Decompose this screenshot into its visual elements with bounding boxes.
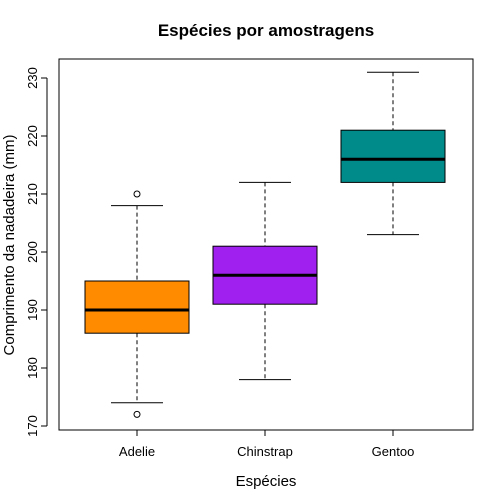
y-tick-label: 200 [25,241,40,263]
y-tick-label: 230 [25,67,40,89]
box-adelie [84,190,190,418]
iqr-box [84,280,190,334]
x-axis: Adelie Chinstrap Gentoo [119,429,415,459]
y-tick-label: 220 [25,125,40,147]
y-axis-label: Comprimento da nadadeira (mm) [1,135,18,356]
box-gentoo [340,71,446,236]
box-series [84,71,446,418]
box-chinstrap [212,181,318,381]
iqr-box [340,129,446,183]
x-tick-label: Adelie [119,444,155,459]
y-tick-label: 210 [25,183,40,205]
x-axis-label: Espécies [236,473,297,490]
outlier-point [133,410,141,418]
chart-title: Espécies por amostragens [158,21,374,40]
x-tick-label: Chinstrap [237,444,293,459]
x-tick-label: Gentoo [372,444,415,459]
y-axis: 170 180 190 200 210 220 230 [25,67,48,437]
y-tick-label: 180 [25,357,40,379]
outlier-point [133,190,141,198]
y-tick-label: 190 [25,299,40,321]
y-tick-label: 170 [25,415,40,437]
plot-frame [58,58,474,431]
